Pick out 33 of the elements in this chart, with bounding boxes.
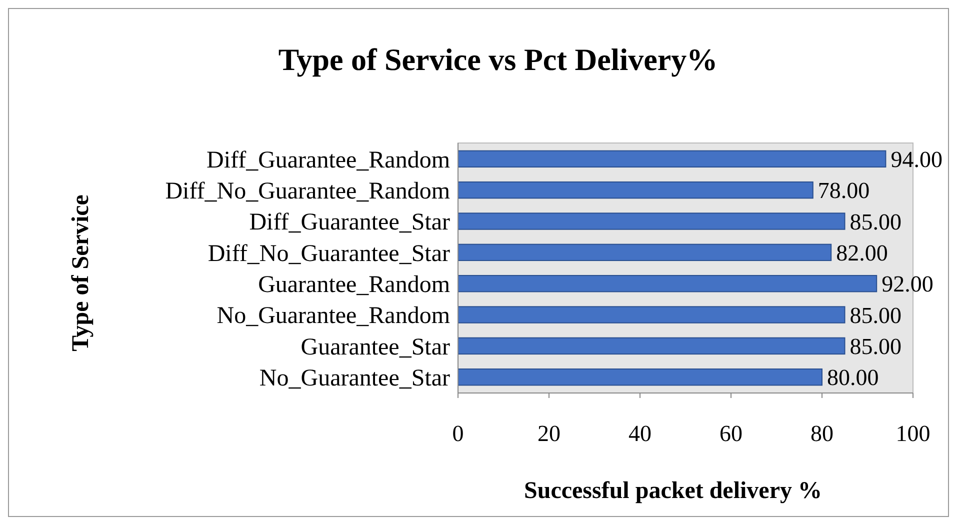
- y-tick-label: Guarantee_Star: [300, 334, 450, 360]
- y-tick-label: No_Guarantee_Star: [259, 366, 450, 392]
- y-tick-label: Diff_No_Guarantee_Random: [165, 178, 450, 204]
- y-axis-title: Type of Service: [68, 194, 94, 352]
- x-tick-label: 80: [810, 421, 834, 446]
- bar: [458, 181, 814, 199]
- data-label: 82.00: [836, 240, 888, 266]
- data-label: 80.00: [827, 365, 879, 390]
- data-label: 92.00: [882, 272, 934, 297]
- x-axis-title: Successful packet delivery %: [524, 478, 822, 504]
- x-tick-label: 100: [896, 421, 930, 446]
- y-tick-label: Guarantee_Random: [258, 272, 450, 298]
- bar: [458, 212, 846, 230]
- y-tick-label: No_Guarantee_Random: [216, 303, 450, 330]
- bar: [458, 368, 822, 386]
- data-label: 85.00: [850, 209, 902, 234]
- data-label: 94.00: [890, 146, 942, 172]
- x-tick-label: 40: [628, 421, 652, 446]
- y-tick-label: Diff_Guarantee_Star: [249, 210, 450, 236]
- y-tick-label: Diff_Guarantee_Random: [206, 147, 450, 174]
- x-tick-label: 20: [538, 421, 560, 446]
- bar: [458, 337, 846, 355]
- data-label: 78.00: [818, 178, 870, 204]
- data-label: 85.00: [850, 302, 902, 328]
- bar: [458, 244, 832, 262]
- bar: [458, 306, 846, 324]
- bar: [458, 150, 886, 168]
- x-tick-label: 60: [720, 421, 742, 446]
- y-tick-label: Diff_No_Guarantee_Star: [208, 240, 450, 267]
- x-tick-label: 0: [452, 421, 464, 446]
- chart-title: Type of Service vs Pct Delivery%: [278, 42, 718, 77]
- bar: [458, 274, 878, 292]
- data-label: 85.00: [850, 334, 902, 359]
